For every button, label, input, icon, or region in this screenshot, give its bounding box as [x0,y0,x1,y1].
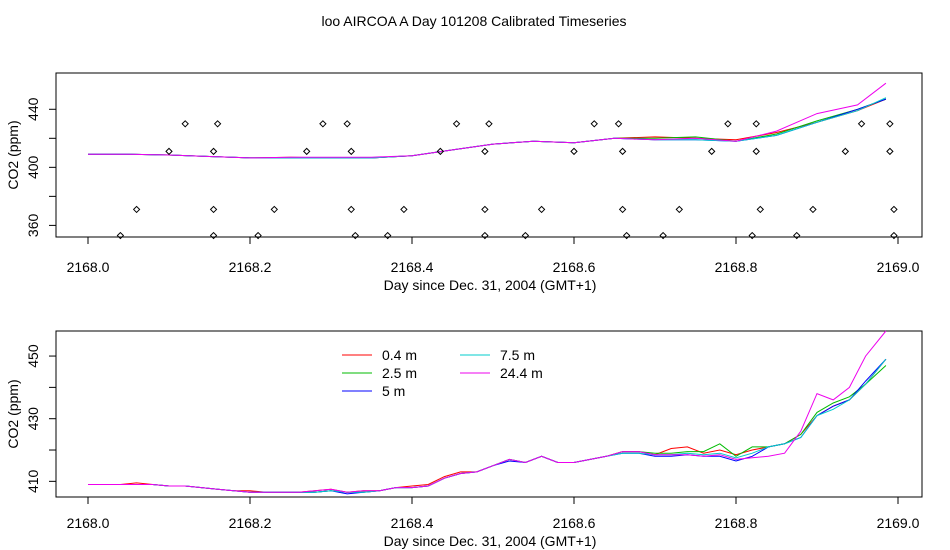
diamond-marker [116,231,125,240]
diamond-marker [436,147,445,156]
diamond-marker [622,231,631,240]
y-tick-label: 440 [25,97,41,121]
diamond-marker [132,205,141,214]
diamond-marker [521,231,530,240]
diamond-marker [481,205,489,214]
x-tick-label: 2168.2 [229,515,272,531]
diamond-marker [752,120,760,128]
series-line-2-5-m [88,98,887,159]
diamond-marker [302,147,311,156]
x-axis-label-top: Day since Dec. 31, 2004 (GMT+1) [384,277,597,293]
diamond-marker [209,205,218,214]
diamond-marker [618,147,627,156]
diamond-marker [209,147,218,156]
y-tick-label: 400 [25,155,41,179]
diamond-marker [756,205,765,214]
diamond-marker [343,120,351,128]
x-tick-label: 2168.4 [391,515,434,531]
diamond-marker [659,231,667,240]
marker-group-top [116,120,898,240]
series-lines-top [88,82,887,159]
diamond-marker [752,147,760,156]
diamond-marker [675,205,684,214]
diamond-marker [400,205,408,214]
diamond-marker [270,205,279,214]
y-axis-label-bottom: CO2 (ppm) [5,379,21,448]
series-line-7-5-m [88,97,887,159]
x-tick-label: 2168.0 [67,259,110,275]
diamond-marker [481,147,489,156]
diamond-marker [452,120,461,128]
legend-label: 5 m [382,383,405,399]
diamond-marker [213,120,222,128]
series-line-0-4-m [88,358,887,493]
figure-title: loo AIRCOA A Day 101208 Calibrated Times… [321,13,626,29]
series-line-24-4-m [88,82,887,159]
x-tick-label: 2168.8 [715,259,758,275]
x-tick-label: 2168.8 [715,515,758,531]
diamond-marker [748,231,756,240]
diamond-marker [383,231,392,240]
series-line-2-5-m [88,365,887,493]
diamond-marker [165,147,173,156]
x-tick-label: 2169.0 [877,515,920,531]
diamond-marker [347,205,355,214]
diamond-marker [209,231,218,240]
series-line-5-m [88,358,887,495]
diamond-marker [707,147,716,156]
diamond-marker [857,120,866,128]
diamond-marker [809,205,817,214]
x-axis-top: 2168.0 2168.2 2168.4 2168.6 2168.8 2169.0 [67,237,920,275]
y-axis-top: 360 400 440 [25,97,56,237]
diamond-marker [724,120,732,128]
diamond-marker [886,120,894,128]
diamond-marker [351,231,360,240]
x-axis-bottom: 2168.0 2168.2 2168.4 2168.6 2168.8 2169.0 [67,497,920,531]
legend: 0.4 m 2.5 m 5 m 7.5 m 24.4 m [342,347,543,399]
legend-label: 7.5 m [500,347,535,363]
x-tick-label: 2168.6 [553,515,596,531]
legend-label: 0.4 m [382,347,417,363]
plot-frame-bottom [55,330,923,498]
diamond-marker [481,231,489,240]
diamond-marker [181,120,189,128]
y-tick-label: 360 [25,213,41,237]
diamond-marker [890,231,898,240]
legend-label: 24.4 m [500,365,543,381]
diamond-marker [319,120,327,128]
diamond-marker [886,147,894,156]
series-line-0-4-m [88,98,887,159]
diamond-marker [347,147,355,156]
legend-label: 2.5 m [382,365,417,381]
diamond-marker [537,205,546,214]
x-tick-label: 2168.0 [67,515,110,531]
x-tick-label: 2168.6 [553,259,596,275]
series-line-24-4-m [88,330,887,493]
panel-bottom: 2168.0 2168.2 2168.4 2168.6 2168.8 2169.0 410… [5,330,923,549]
x-tick-label: 2168.4 [391,259,434,275]
y-tick-label: 410 [25,469,41,493]
diamond-marker [590,120,598,128]
panel-top: 2168.0 2168.2 2168.4 2168.6 2168.8 2169.0 360… [5,72,923,293]
series-line-5-m [88,98,887,159]
x-axis-label-bottom: Day since Dec. 31, 2004 (GMT+1) [384,533,597,549]
diamond-marker [618,205,627,214]
diamond-marker [254,231,262,240]
diamond-marker [614,120,623,128]
diamond-marker [890,205,898,214]
diamond-marker [841,147,850,156]
y-tick-label: 430 [25,407,41,431]
series-lines-bottom [88,330,887,495]
y-tick-label: 450 [25,344,41,368]
diamond-marker [570,147,578,156]
diamond-marker [485,120,493,128]
y-axis-label-top: CO2 (ppm) [5,120,21,189]
diamond-marker [793,231,801,240]
y-axis-bottom: 410 430 450 [25,344,56,493]
plot-frame-top [55,72,923,238]
series-line-7-5-m [88,358,887,493]
x-tick-label: 2168.2 [229,259,272,275]
x-tick-label: 2169.0 [877,259,920,275]
